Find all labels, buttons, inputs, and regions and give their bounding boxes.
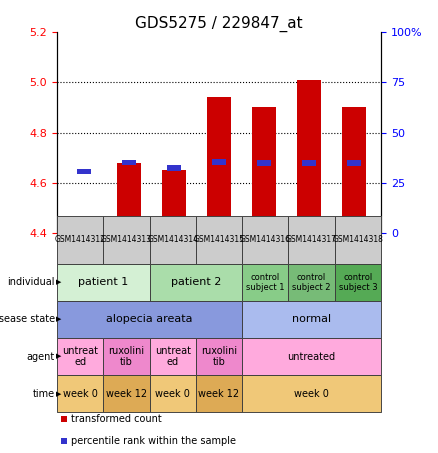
Bar [162, 170, 186, 233]
Text: patient 1: patient 1 [78, 277, 128, 287]
Text: agent: agent [27, 352, 55, 361]
Text: time: time [32, 389, 55, 399]
Text: GSM1414315: GSM1414315 [194, 236, 244, 244]
Bar [347, 160, 361, 166]
Text: week 0: week 0 [63, 389, 98, 399]
Text: untreat
ed: untreat ed [62, 346, 98, 367]
Text: GSM1414314: GSM1414314 [147, 236, 198, 244]
Text: ruxolini
tib: ruxolini tib [108, 346, 145, 367]
Text: patient 2: patient 2 [171, 277, 221, 287]
Text: ▶: ▶ [56, 316, 61, 323]
Text: percentile rank within the sample: percentile rank within the sample [71, 436, 236, 446]
Bar [342, 107, 367, 233]
Bar [122, 160, 136, 165]
Text: ▶: ▶ [56, 279, 61, 285]
Bar [302, 160, 316, 166]
Text: alopecia areata: alopecia areata [106, 314, 193, 324]
Text: untreated: untreated [287, 352, 336, 361]
Text: individual: individual [7, 277, 55, 287]
Text: GSM1414318: GSM1414318 [332, 236, 383, 244]
Text: transformed count: transformed count [71, 414, 161, 424]
Text: GSM1414313: GSM1414313 [101, 236, 152, 244]
Bar [252, 107, 276, 233]
Text: ▶: ▶ [56, 390, 61, 397]
Text: control
subject 1: control subject 1 [246, 273, 285, 292]
Text: week 0: week 0 [155, 389, 190, 399]
Bar [297, 80, 321, 233]
Bar [167, 165, 181, 171]
Text: control
subject 3: control subject 3 [339, 273, 377, 292]
Text: GSM1414312: GSM1414312 [55, 236, 106, 244]
Bar [117, 163, 141, 233]
Bar [77, 169, 91, 174]
Text: disease state: disease state [0, 314, 55, 324]
Text: control
subject 2: control subject 2 [292, 273, 331, 292]
Text: normal: normal [292, 314, 331, 324]
Bar [212, 159, 226, 165]
Text: untreat
ed: untreat ed [155, 346, 191, 367]
Text: week 12: week 12 [198, 389, 240, 399]
Text: GSM1414317: GSM1414317 [286, 236, 337, 244]
Bar [257, 160, 271, 166]
Text: GDS5275 / 229847_at: GDS5275 / 229847_at [135, 16, 303, 32]
Bar [71, 218, 96, 233]
Text: ▶: ▶ [56, 353, 61, 360]
Text: week 0: week 0 [294, 389, 329, 399]
Bar [207, 97, 231, 233]
Text: GSM1414316: GSM1414316 [240, 236, 291, 244]
Text: week 12: week 12 [106, 389, 147, 399]
Text: ruxolini
tib: ruxolini tib [201, 346, 237, 367]
